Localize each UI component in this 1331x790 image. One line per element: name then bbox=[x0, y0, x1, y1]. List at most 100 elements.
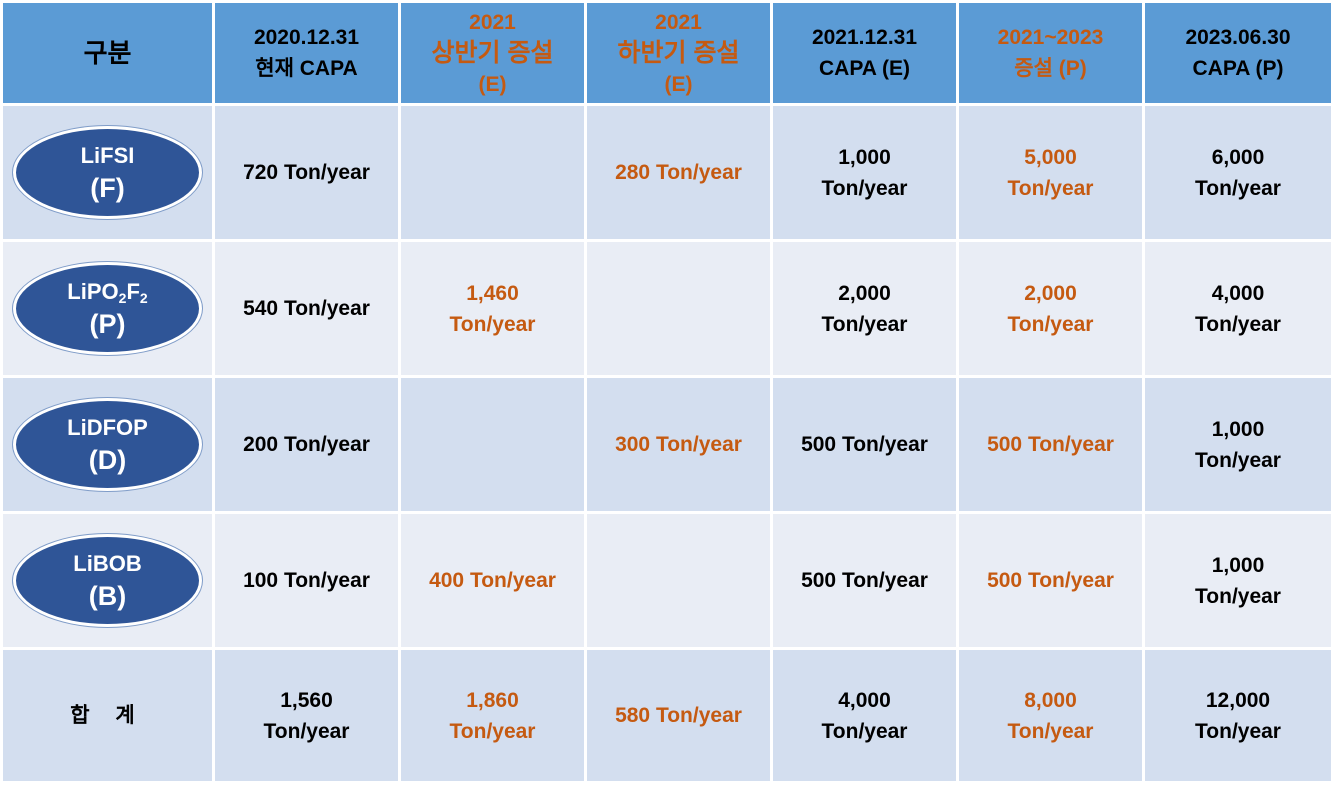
cell-line: 1,000 bbox=[1211, 417, 1265, 441]
cell-2021-h1: 1,860 Ton/year bbox=[398, 647, 587, 784]
product-name: LiPO2F2 bbox=[67, 278, 148, 306]
row-label: LiFSI (F) bbox=[0, 103, 215, 242]
cell-2020-capa: 720 Ton/year bbox=[212, 103, 401, 242]
cell-line: Ton/year bbox=[1195, 312, 1281, 336]
table-row-total: 합 계 1,560 Ton/year 1,860 Ton/year 580 Ton/… bbox=[0, 647, 1331, 784]
table-row-libob: LiBOB (B) 100 Ton/year 400 Ton/year 500 … bbox=[0, 511, 1331, 650]
cell-line: Ton/year bbox=[1007, 719, 1094, 743]
cell-2023-capa: 12,000 Ton/year bbox=[1142, 647, 1331, 784]
cell-2020-capa: 200 Ton/year bbox=[212, 375, 401, 514]
cell-line: 720 Ton/year bbox=[243, 161, 370, 184]
cell-2021-2023: 5,000 Ton/year bbox=[956, 103, 1145, 242]
cell-line: 100 Ton/year bbox=[243, 569, 370, 592]
cell-2021-2023: 500 Ton/year bbox=[956, 375, 1145, 514]
cell-2021-h1 bbox=[398, 375, 587, 514]
cell-line: 1,560 bbox=[280, 688, 333, 712]
cell-line: Ton/year bbox=[1195, 176, 1281, 200]
cell-2023-capa: 4,000 Ton/year bbox=[1142, 239, 1331, 378]
cell-line: Ton/year bbox=[449, 719, 536, 743]
cell-line: Ton/year bbox=[1007, 312, 1094, 336]
cell-line: Ton/year bbox=[449, 312, 536, 336]
product-oval: LiDFOP (D) bbox=[13, 398, 202, 491]
header-2021-capa: 2021.12.31 CAPA (E) bbox=[770, 0, 959, 106]
cell-line: 5,000 bbox=[1024, 145, 1077, 169]
cell-line: Ton/year bbox=[263, 719, 350, 743]
table-row-lifsi: LiFSI (F) 720 Ton/year 280 Ton/year 1,00… bbox=[0, 103, 1331, 242]
cell-line: 400 Ton/year bbox=[429, 569, 556, 592]
header-line: 현재 CAPA bbox=[255, 57, 358, 80]
cell-2023-capa: 6,000 Ton/year bbox=[1142, 103, 1331, 242]
total-label-text: 합 계 bbox=[70, 704, 145, 727]
cell-line: 200 Ton/year bbox=[243, 433, 370, 456]
cell-line: 300 Ton/year bbox=[615, 433, 742, 456]
header-2020-capa: 2020.12.31 현재 CAPA bbox=[212, 0, 401, 106]
cell-2021-2023: 8,000 Ton/year bbox=[956, 647, 1145, 784]
cell-line: 4,000 bbox=[838, 688, 891, 712]
cell-line: 580 Ton/year bbox=[615, 704, 742, 727]
cell-line: 1,460 bbox=[466, 281, 519, 305]
header-line: 2021~2023 bbox=[997, 26, 1104, 49]
product-abbr: (D) bbox=[88, 444, 127, 475]
header-line: 2021 bbox=[655, 10, 702, 34]
cell-2021-capa: 500 Ton/year bbox=[770, 375, 959, 514]
cell-line: 8,000 bbox=[1024, 688, 1077, 712]
cell-2021-2023: 500 Ton/year bbox=[956, 511, 1145, 650]
cell-line: Ton/year bbox=[1007, 176, 1094, 200]
cell-2021-h2 bbox=[584, 239, 773, 378]
cell-line: 12,000 bbox=[1205, 688, 1271, 712]
header-line: 2023.06.30 bbox=[1185, 26, 1291, 49]
product-name: LiDFOP bbox=[67, 414, 148, 440]
cell-2021-h1: 400 Ton/year bbox=[398, 511, 587, 650]
header-2023-capa: 2023.06.30 CAPA (P) bbox=[1142, 0, 1331, 106]
cell-2021-h2 bbox=[584, 511, 773, 650]
cell-2021-h2: 580 Ton/year bbox=[584, 647, 773, 784]
cell-2021-capa: 4,000 Ton/year bbox=[770, 647, 959, 784]
cell-2021-2023: 2,000 Ton/year bbox=[956, 239, 1145, 378]
cell-2021-h1: 1,460 Ton/year bbox=[398, 239, 587, 378]
cell-2021-capa: 500 Ton/year bbox=[770, 511, 959, 650]
row-label: LiBOB (B) bbox=[0, 511, 215, 650]
cell-2020-capa: 100 Ton/year bbox=[212, 511, 401, 650]
cell-line: 500 Ton/year bbox=[801, 433, 928, 456]
product-abbr: (P) bbox=[89, 308, 126, 339]
cell-line: 1,000 bbox=[838, 145, 891, 169]
cell-2021-capa: 2,000 Ton/year bbox=[770, 239, 959, 378]
cell-line: 280 Ton/year bbox=[615, 161, 742, 184]
product-abbr: (F) bbox=[90, 172, 125, 203]
cell-line: Ton/year bbox=[821, 176, 908, 200]
header-line: 상반기 증설 bbox=[431, 38, 554, 67]
table-row-lidfop: LiDFOP (D) 200 Ton/year 300 Ton/year 500… bbox=[0, 375, 1331, 514]
cell-line: 2,000 bbox=[1024, 281, 1077, 305]
cell-2020-capa: 1,560 Ton/year bbox=[212, 647, 401, 784]
cell-2021-capa: 1,000 Ton/year bbox=[770, 103, 959, 242]
header-2021-2023-expansion: 2021~2023 증설 (P) bbox=[956, 0, 1145, 106]
header-line: (E) bbox=[478, 72, 507, 96]
cell-line: 540 Ton/year bbox=[243, 297, 370, 320]
product-name: LiBOB bbox=[73, 550, 142, 576]
header-2021-h2-expansion: 2021 하반기 증설 (E) bbox=[584, 0, 773, 106]
header-line: 2021.12.31 bbox=[811, 26, 918, 49]
cell-line: 1,860 bbox=[466, 688, 519, 712]
product-oval: LiPO2F2 (P) bbox=[13, 262, 202, 355]
header-line: (E) bbox=[664, 72, 693, 96]
header-line: CAPA (P) bbox=[1192, 57, 1284, 80]
row-label: LiPO2F2 (P) bbox=[0, 239, 215, 378]
cell-line: Ton/year bbox=[1195, 719, 1281, 743]
cell-line: Ton/year bbox=[1195, 448, 1281, 472]
cell-2023-capa: 1,000 Ton/year bbox=[1142, 375, 1331, 514]
total-label: 합 계 bbox=[0, 647, 215, 784]
cell-line: 500 Ton/year bbox=[801, 569, 928, 592]
cell-line: 1,000 bbox=[1211, 553, 1265, 577]
cell-line: Ton/year bbox=[821, 719, 908, 743]
cell-line: 500 Ton/year bbox=[987, 569, 1114, 592]
cell-line: 6,000 bbox=[1211, 145, 1265, 169]
row-label: LiDFOP (D) bbox=[0, 375, 215, 514]
cell-2021-h1 bbox=[398, 103, 587, 242]
header-line: CAPA (E) bbox=[819, 57, 910, 80]
header-category: 구분 bbox=[0, 0, 215, 106]
cell-line: Ton/year bbox=[1195, 584, 1281, 608]
header-2021-h1-expansion: 2021 상반기 증설 (E) bbox=[398, 0, 587, 106]
cell-line: Ton/year bbox=[821, 312, 908, 336]
cell-2021-h2: 280 Ton/year bbox=[584, 103, 773, 242]
